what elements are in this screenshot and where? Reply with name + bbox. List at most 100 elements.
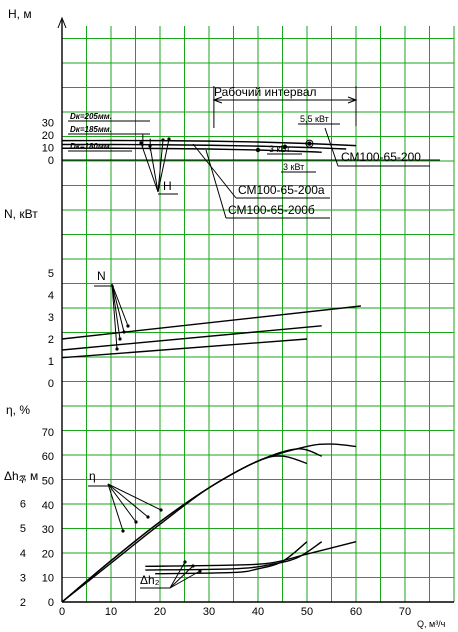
eta-curve-3 [61,455,308,603]
dh-axis-title: Δh₂, м [4,469,38,483]
n-callout-arrowhead [115,347,119,351]
q-tick-label: 10 [105,606,117,618]
h-tick-label: 10 [42,143,54,155]
y-axis-arrow [57,16,67,29]
dh-callout-arrowhead [183,560,187,564]
dh-tick-label: 6 [20,499,26,511]
n-tick-label: 4 [48,290,54,302]
h-point [307,141,312,146]
h-point [255,147,261,153]
dk-180-label: Dк=180мм. [70,142,112,151]
n-curve-2 [61,325,322,351]
eta-callout-leader [107,483,124,532]
eta-callout-arrowhead [146,515,150,519]
h-curve-3 [61,147,322,153]
h-callout-leader [149,145,159,193]
dk-185-label: Dк=185мм. [70,125,112,134]
q-axis-title: Q, м³/ч [417,619,446,629]
n-tick-label: 3 [48,312,54,324]
h-callout-leader [157,138,170,193]
n-tick-label: 2 [48,334,54,346]
eta-callout-leader [107,483,137,523]
dh-tick-label: 3 [20,572,26,584]
eta-tick-label: 70 [42,427,54,439]
n-callout-arrowhead [118,337,122,341]
curves [61,139,361,603]
h-callout-leader [157,139,164,193]
eta-tick-label: 10 [42,573,54,585]
dh-callout: Δh₂ [140,573,160,587]
n-callout-arrowhead [126,324,130,328]
power-label-3: 3 кВт [283,162,304,172]
q-tick-label: 40 [252,606,264,618]
n-callout-arrowhead [122,330,126,334]
h-callout-arrowhead [161,138,165,142]
q-tick-label: 0 [59,606,65,618]
eta-callout: η [89,469,96,483]
pump-label-200a: СМ100-65-200а [238,183,325,197]
eta-callout-arrowhead [121,529,125,533]
h-axis-title: H, м [8,7,32,21]
dh-curve-2 [145,541,323,571]
n-callout-leader [111,283,121,340]
power-label-1: 5,5 кВт [300,114,329,124]
q-tick-label: 30 [203,606,215,618]
eta-tick-label: 30 [42,524,54,536]
n-callout-leader [111,283,129,327]
pump-label-200: СМ100-65-200 [341,150,421,164]
dh-callout-arrowhead [191,564,195,568]
dh-tick-label: 2 [20,597,26,609]
n-curve-3 [61,338,308,359]
eta-axis-title: η, % [6,403,30,417]
h-callout: H [163,179,172,193]
n-tick-label: 1 [48,356,54,368]
n-axis-title: N, кВт [4,207,38,221]
dh-callout-leader [169,561,186,589]
h-curve-1 [61,139,357,147]
eta-callout-arrowhead [134,520,138,524]
n-tick-label: 5 [48,268,54,280]
dk-205-label: Dк=205мм. [70,112,112,121]
axes [57,16,454,603]
h-point [282,144,288,149]
dh-tick-label: 7 [20,474,26,486]
pump-200b-leader [205,149,330,219]
power-label-2: 3 кВт [269,144,290,154]
h-tick-label: 20 [42,130,54,142]
pump-200-leader [324,127,430,167]
n-curve-1 [61,305,361,340]
pump-label-200b: СМ100-65-200б [228,203,315,217]
q-tick-label: 20 [154,606,166,618]
eta-callout-arrowhead [159,508,163,512]
annotations: H, м N, кВт η, % Δh₂, м Q, м³/ч Рабочий … [4,7,446,629]
q-tick-label: 60 [350,606,362,618]
dh-callout-leader [169,565,194,589]
grid [61,26,455,603]
eta-tick-label: 20 [42,548,54,560]
h-tick-label: 30 [42,118,54,130]
dh-callout-leader [169,570,201,589]
h-callout-arrowhead [148,144,152,148]
eta-tick-label: 50 [42,476,54,488]
dh-tick-label: 4 [20,548,26,560]
eta-callout-leader [107,483,162,511]
n-tick-label: 0 [48,378,54,390]
q-tick-label: 50 [301,606,313,618]
operating-interval-label: Рабочий интервал [214,85,317,99]
dh-tick-label: 5 [20,523,26,535]
eta-tick-label: 60 [42,451,54,463]
dh-curve-3 [155,541,308,575]
h-callout-arrowhead [167,137,171,141]
pump-200a-leader [192,143,330,199]
eta-tick-label: 0 [48,597,54,609]
h-callout-leader [140,142,159,193]
dh-curve-1 [145,541,357,568]
n-callout: N [97,269,106,283]
h-callout-arrowhead [139,141,143,145]
eta-tick-label: 40 [42,500,54,512]
h-curve-2 [61,143,347,150]
h-point-ring [305,139,314,148]
dh-callout-arrowhead [198,569,202,573]
